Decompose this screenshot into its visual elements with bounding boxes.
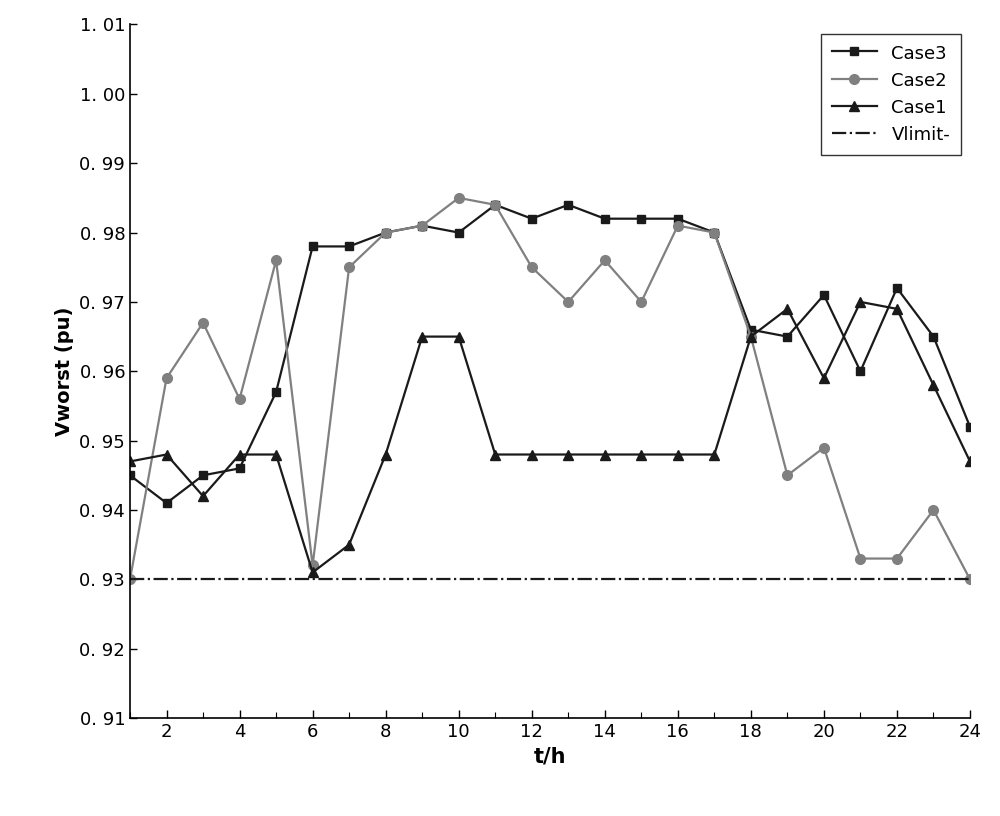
Case2 (745, 331, 757, 341)
Line: Case2: Case2 (125, 193, 975, 584)
Y-axis label: Vworst (pu): Vworst (pu) (55, 307, 74, 436)
Case1 (818, 373, 830, 383)
Case3 (672, 214, 684, 224)
Case3 (453, 228, 465, 237)
Case1 (599, 450, 611, 459)
Case2 (854, 553, 866, 563)
Case1 (380, 450, 392, 459)
Case2 (672, 220, 684, 230)
Case3 (891, 283, 903, 293)
Case3 (161, 498, 173, 508)
Vlimit- (124, 574, 136, 584)
Case3 (599, 214, 611, 224)
Case3 (964, 422, 976, 432)
Case2 (635, 297, 647, 307)
Case1 (854, 297, 866, 307)
Case3 (927, 331, 939, 341)
Case3 (270, 387, 282, 397)
Case1 (343, 539, 355, 549)
Case1 (891, 304, 903, 313)
Case1 (453, 331, 465, 341)
Case3 (380, 228, 392, 237)
Legend: Case3, Case2, Case1, Vlimit-: Case3, Case2, Case1, Vlimit- (821, 33, 961, 155)
Case1 (964, 456, 976, 466)
Case2 (708, 228, 720, 237)
Case3 (562, 200, 574, 210)
Case1 (124, 456, 136, 466)
Case2 (489, 200, 501, 210)
Case2 (416, 220, 428, 230)
Case2 (526, 262, 538, 272)
Line: Case3: Case3 (126, 201, 974, 508)
Case2 (161, 373, 173, 383)
Case1 (489, 450, 501, 459)
Line: Case1: Case1 (125, 297, 975, 577)
Case1 (927, 380, 939, 390)
Case1 (708, 450, 720, 459)
Case2 (197, 317, 209, 327)
X-axis label: t/h: t/h (534, 747, 566, 766)
Case3 (854, 366, 866, 376)
Case2 (818, 442, 830, 452)
Case3 (489, 200, 501, 210)
Case3 (234, 463, 246, 473)
Case3 (635, 214, 647, 224)
Case2 (124, 574, 136, 584)
Case2 (380, 228, 392, 237)
Case2 (927, 505, 939, 515)
Vlimit- (87, 574, 99, 584)
Case3 (526, 214, 538, 224)
Case1 (672, 450, 684, 459)
Case3 (818, 290, 830, 299)
Case1 (307, 567, 319, 577)
Case1 (781, 304, 793, 313)
Case1 (197, 491, 209, 501)
Case3 (416, 220, 428, 230)
Case2 (599, 255, 611, 265)
Case2 (891, 553, 903, 563)
Case3 (197, 470, 209, 480)
Case3 (307, 242, 319, 251)
Case1 (161, 450, 173, 459)
Case2 (781, 470, 793, 480)
Case1 (635, 450, 647, 459)
Case3 (343, 242, 355, 251)
Case2 (234, 394, 246, 404)
Case1 (526, 450, 538, 459)
Case3 (124, 470, 136, 480)
Case1 (234, 450, 246, 459)
Case1 (270, 450, 282, 459)
Case2 (270, 255, 282, 265)
Case2 (307, 561, 319, 570)
Case2 (964, 574, 976, 584)
Case1 (416, 331, 428, 341)
Case1 (562, 450, 574, 459)
Case3 (781, 331, 793, 341)
Case3 (708, 228, 720, 237)
Case3 (745, 325, 757, 335)
Case2 (562, 297, 574, 307)
Case2 (343, 262, 355, 272)
Case1 (745, 331, 757, 341)
Case2 (453, 193, 465, 202)
